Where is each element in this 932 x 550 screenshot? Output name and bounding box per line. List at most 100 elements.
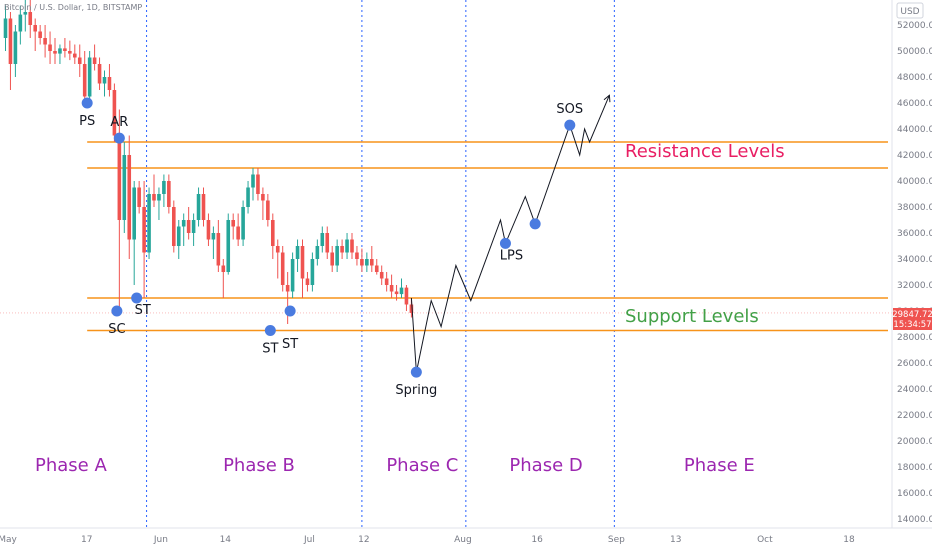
price-tick-label: 22000.00 [897, 411, 932, 421]
candle-body [231, 220, 235, 227]
phase-dividers [146, 0, 615, 528]
time-axis[interactable]: May 17 Jun 14 Jul 12 Aug 16 Sep 13 Oct 18 [0, 535, 855, 545]
candle-body [142, 207, 146, 253]
event-marker-label: ST [262, 342, 278, 357]
last-price-badge: 29847.72 15:34:57 [892, 308, 932, 330]
event-marker-label: Spring [395, 383, 437, 398]
candle-body [147, 194, 151, 253]
time-tick-label: Oct [757, 535, 773, 545]
event-marker-dot [264, 325, 276, 336]
candle-body [241, 207, 245, 240]
candle-body [360, 259, 364, 266]
event-marker-dot [410, 366, 422, 378]
time-tick-label: 18 [843, 535, 855, 545]
candle-body [132, 187, 136, 240]
candle-body [102, 77, 107, 84]
candle-body [68, 51, 72, 54]
candle-body [226, 220, 231, 272]
candle-body [38, 31, 42, 38]
candle-body [181, 220, 186, 227]
candle-body [97, 64, 102, 84]
time-tick-label: Aug [454, 535, 472, 545]
candle-body [196, 194, 201, 220]
candle-body [92, 57, 97, 64]
candle-body [350, 239, 354, 253]
candle-body [53, 51, 57, 54]
price-tick-label: 48000.00 [897, 73, 932, 83]
candle-body [404, 287, 409, 305]
phase-label: Phase C [386, 455, 458, 476]
event-marker-label: LPS [500, 248, 523, 263]
candle-body [162, 181, 166, 194]
candle-body [127, 155, 132, 240]
event-markers: PS AR SC ST ST ST Spring LPS SOS [79, 97, 583, 398]
candle-body [261, 194, 265, 201]
price-tick-label: 46000.00 [897, 99, 932, 109]
price-tick-label: 32000.00 [897, 281, 932, 291]
event-marker-dot [113, 132, 125, 144]
resistance-levels-label: Resistance Levels [625, 141, 785, 162]
candle-body [28, 12, 33, 25]
time-tick-label: 14 [220, 535, 232, 545]
price-tick-label: 42000.00 [897, 151, 932, 161]
event-marker-dot [111, 305, 123, 317]
time-tick-label: Jun [153, 535, 168, 545]
candle-body [77, 57, 82, 64]
candle-body [335, 246, 339, 266]
candle-body [211, 233, 216, 240]
price-axis[interactable]: 14000.00 16000.00 18000.00 20000.00 22000.00… [897, 21, 932, 525]
candle-body [8, 18, 13, 64]
event-marker-dot [499, 237, 511, 249]
candle-body [295, 246, 300, 259]
last-price: 29847.72 [892, 310, 932, 320]
candle-body [280, 252, 285, 285]
price-tick-label: 16000.00 [897, 489, 932, 499]
price-tick-label: 18000.00 [897, 463, 932, 473]
phase-label: Phase D [509, 455, 582, 476]
phase-label: Phase E [684, 455, 755, 476]
price-tick-label: 36000.00 [897, 229, 932, 239]
symbol-title: Bitcoin / U.S. Dollar, 1D, BITSTAMP [4, 3, 142, 12]
candle-body [305, 278, 310, 285]
phase-label: Phase B [223, 455, 295, 476]
candle-body [355, 252, 359, 259]
event-marker-dot [284, 305, 296, 317]
candle-body [191, 220, 196, 233]
time-tick-label: 16 [531, 535, 543, 545]
candle-body [300, 246, 305, 279]
candle-body [201, 194, 206, 220]
candle-body [345, 239, 349, 253]
phase-label: Phase A [35, 455, 107, 476]
candle-body [3, 18, 8, 38]
candle-body [152, 194, 156, 201]
candle-body [43, 38, 47, 45]
candle-body [271, 220, 275, 246]
candle-body [186, 220, 191, 233]
price-tick-label: 20000.00 [897, 437, 932, 447]
candle-body [176, 226, 181, 246]
event-marker-label: ST [282, 337, 298, 352]
price-tick-label: 34000.00 [897, 255, 932, 265]
event-marker-label: AR [110, 115, 128, 130]
candle-body [122, 155, 127, 220]
time-tick-label: Sep [608, 535, 625, 545]
candle-body [216, 233, 221, 266]
time-tick-label: 17 [81, 535, 92, 545]
price-tick-label: 26000.00 [897, 359, 932, 369]
candle-body [157, 194, 161, 201]
candle-body [112, 90, 117, 136]
currency-label: USD [900, 7, 919, 17]
candle-body [340, 246, 344, 253]
currency-button[interactable]: USD [896, 2, 924, 19]
candle-body [394, 291, 399, 295]
candle-body [325, 233, 330, 253]
candle-body [221, 265, 226, 272]
candle-body [290, 259, 295, 292]
candle-body [87, 57, 92, 97]
candle-body [172, 207, 176, 246]
event-marker-label: PS [79, 114, 95, 129]
chart-labels: Phase A Phase B Phase C Phase D Phase E Resis… [35, 141, 785, 476]
candle-body [330, 252, 334, 266]
candle-body [374, 265, 379, 272]
